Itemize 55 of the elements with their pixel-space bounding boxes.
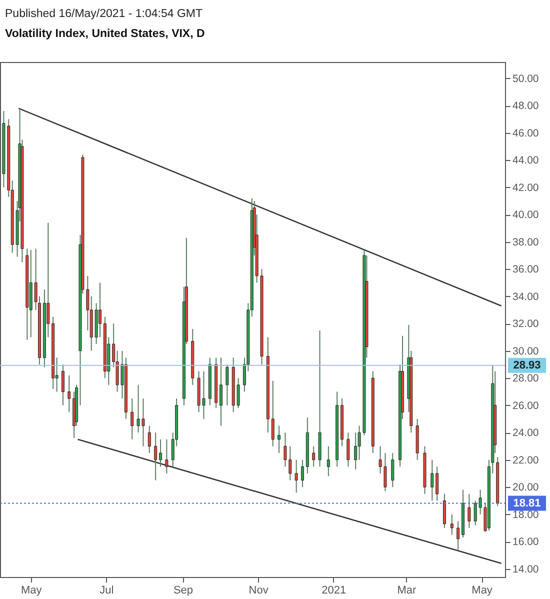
candlestick <box>450 514 454 536</box>
y-tick-label: 30.00 <box>512 345 539 358</box>
candlestick <box>443 493 446 528</box>
y-tick-label: 20.00 <box>512 482 539 494</box>
y-tick-label: 14.00 <box>512 563 539 576</box>
candlestick <box>430 459 434 502</box>
candlestick <box>226 364 229 406</box>
x-tick-label: Nov <box>248 584 269 596</box>
y-tick-label: 40.00 <box>512 209 539 222</box>
candlestick <box>278 425 281 454</box>
candlestick <box>468 493 471 528</box>
candlestick <box>220 357 223 426</box>
candlestick <box>154 432 158 481</box>
y-tick-label: 22.00 <box>512 454 539 466</box>
chart-title: Volatility Index, United States, VIX, D <box>5 28 205 40</box>
candlestick <box>294 459 298 494</box>
y-tick-label: 38.00 <box>512 236 539 248</box>
y-tick-label: 34.00 <box>512 290 539 303</box>
y-tick-label: 42.00 <box>512 182 539 194</box>
candlestick <box>456 520 460 550</box>
y-tick-label: 24.00 <box>512 427 539 440</box>
y-tick-label: 28.00 <box>512 372 539 385</box>
candlestick <box>436 466 439 502</box>
candlestick <box>301 459 304 488</box>
y-tick-label: 50.00 <box>512 72 539 85</box>
y-tick-label: 44.00 <box>512 154 539 167</box>
candlestick <box>68 374 71 413</box>
candlestick <box>148 425 151 454</box>
text: Published 16/May/2021 - 1:04:54 GMT <box>5 8 203 20</box>
x-tick-label: May <box>472 584 493 596</box>
candlestick <box>159 438 162 468</box>
x-tick-label: Mar <box>397 584 417 596</box>
candlestick <box>165 438 168 474</box>
x-tick-label: Sep <box>173 584 194 596</box>
candlestick <box>130 398 134 440</box>
candlestick <box>271 380 274 447</box>
x-tick-label: Jul <box>100 584 114 596</box>
candlestick <box>354 432 358 470</box>
candlestick <box>391 452 394 488</box>
y-tick-label: 32.00 <box>512 318 539 330</box>
x-tick-label: 2021 <box>322 584 346 596</box>
ref-line-label: 28.93 <box>513 359 541 372</box>
y-tick-label: 46.00 <box>512 127 539 140</box>
candlestick <box>346 432 350 468</box>
y-tick-label: 36.00 <box>512 264 539 276</box>
candlestick <box>98 282 102 338</box>
candlestick <box>61 364 64 406</box>
candlestick <box>312 446 316 468</box>
y-tick-label: 48.00 <box>512 100 539 112</box>
y-tick-label: 18.00 <box>512 508 539 521</box>
x-tick-label: May <box>20 584 42 596</box>
y-tick-label: 26.00 <box>512 400 539 412</box>
y-tick-label: 16.00 <box>512 536 539 548</box>
ref-line-label: 18.81 <box>513 497 541 510</box>
candlestick <box>326 446 330 477</box>
